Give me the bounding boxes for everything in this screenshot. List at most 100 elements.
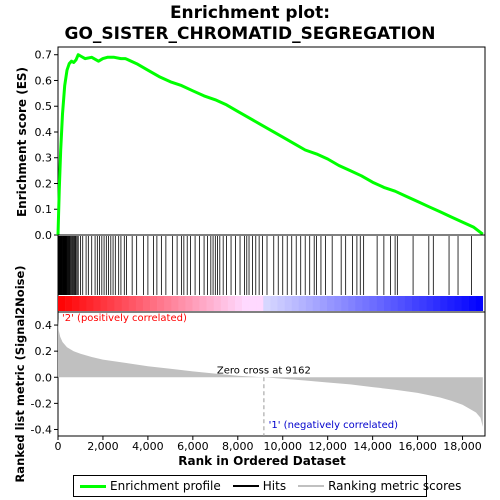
rank-color-segment <box>468 296 476 311</box>
x-tick-label: 6,000 <box>177 440 209 453</box>
legend-hits-swatch <box>232 485 259 487</box>
rank-color-segment <box>213 296 222 311</box>
rank-color-segment <box>93 296 101 311</box>
legend-item-profile: Enrichment profile <box>80 479 221 493</box>
es-panel: 0.0 0.1 0.2 0.3 0.4 0.5 0.6 0.7 Enrichment scor… <box>15 46 486 242</box>
rank-color-segment <box>426 296 434 311</box>
rank-color-segment <box>114 296 123 311</box>
legend-profile-label: Enrichment profile <box>110 479 221 493</box>
rank-color-segment <box>447 296 455 311</box>
legend-item-hits: Hits <box>232 479 287 493</box>
rank-color-segment <box>277 296 285 311</box>
rank-color-segment <box>475 296 484 311</box>
rank-color-segment <box>178 296 186 311</box>
negative-correlation-label: '1' (negatively correlated) <box>269 420 398 431</box>
rank-color-segment <box>440 296 448 311</box>
x-tick-label: 8,000 <box>222 440 254 453</box>
rank-color-segment <box>227 296 236 311</box>
rank-color-segment <box>86 296 94 311</box>
rank-color-segment <box>433 296 441 311</box>
x-tick-label: 2,000 <box>87 440 119 453</box>
x-tick-label: 4,000 <box>132 440 164 453</box>
es-ytick-label: 0.4 <box>35 126 53 139</box>
rank-color-segment <box>100 296 108 311</box>
rank-color-segment <box>327 296 335 311</box>
rank-color-segment <box>128 296 137 311</box>
rank-color-segment <box>376 296 384 311</box>
rank-color-segment <box>461 296 469 311</box>
enrichment-profile-line <box>56 53 484 236</box>
rank-color-segment <box>242 296 250 311</box>
x-tick-label: 12,000 <box>308 440 347 453</box>
x-tick-label: 14,000 <box>353 440 392 453</box>
rank-color-segment <box>369 296 377 311</box>
rank-color-segment <box>65 296 73 311</box>
rank-color-segment <box>291 296 299 311</box>
rank-color-segment <box>404 296 413 311</box>
rank-color-segment <box>164 296 172 311</box>
rank-color-segment <box>319 296 328 311</box>
rank-color-segment <box>150 296 158 311</box>
es-panel-frame <box>57 46 486 236</box>
rank-color-segment <box>348 296 356 311</box>
es-ylabel: Enrichment score (ES) <box>15 67 29 217</box>
metric-ylabel: Ranked list metric (Signal2Noise) <box>13 265 27 482</box>
rank-color-segment <box>249 296 257 311</box>
rank-color-segment <box>305 296 314 311</box>
es-ytick-label: 0.6 <box>35 74 53 87</box>
rank-color-segment <box>199 296 207 311</box>
es-ytick-label: 0.3 <box>35 152 53 165</box>
rank-color-segment <box>135 296 144 311</box>
metric-ytick-label: -0.2 <box>31 397 52 410</box>
rank-color-segment <box>454 296 462 311</box>
rank-color-segment <box>334 296 342 311</box>
rank-color-segment <box>270 296 278 311</box>
legend-ranking-label: Ranking metric scores <box>328 479 462 493</box>
rank-color-segment <box>383 296 392 311</box>
x-tick-label: 0 <box>55 440 62 453</box>
legend-hits-label: Hits <box>262 479 287 493</box>
rank-color-segment <box>298 296 307 311</box>
zero-cross-label: Zero cross at 9162 <box>217 365 311 376</box>
rank-color-segment <box>220 296 229 311</box>
rank-color-segment <box>355 296 363 311</box>
rank-color-segment <box>263 296 271 311</box>
es-line-group <box>56 53 484 236</box>
es-yticks: 0.0 0.1 0.2 0.3 0.4 0.5 0.6 0.7 <box>35 49 58 242</box>
x-tick-label: 16,000 <box>398 440 437 453</box>
rank-color-bar <box>58 296 484 311</box>
rank-color-segment <box>121 296 130 311</box>
rank-color-segment <box>58 296 66 311</box>
es-ytick-label: 0.1 <box>35 203 53 216</box>
rank-color-segment <box>72 296 80 311</box>
metric-ytick-label: 0.2 <box>35 345 53 358</box>
x-tick-label: 18,000 <box>443 440 482 453</box>
es-ytick-label: 0.0 <box>35 229 53 242</box>
rank-color-segment <box>411 296 420 311</box>
rank-color-segment <box>171 296 179 311</box>
x-tick-label: 10,000 <box>263 440 302 453</box>
rank-color-segment <box>341 296 349 311</box>
rank-color-segment <box>256 296 264 311</box>
metric-yticks: -0.4 -0.2 0.0 0.2 0.4 <box>31 319 58 436</box>
rank-color-segment <box>284 296 292 311</box>
hits-lines <box>57 236 472 295</box>
metric-area <box>58 318 483 427</box>
rank-color-segment <box>419 296 427 311</box>
metric-ytick-label: 0.0 <box>35 371 53 384</box>
chart-title-line1: Enrichment plot: <box>170 3 330 23</box>
rank-color-segment <box>397 296 406 311</box>
hits-panel <box>57 234 486 313</box>
positive-correlation-label: '2' (positively correlated) <box>62 313 187 324</box>
rank-color-segment <box>142 296 151 311</box>
rank-color-segment <box>234 296 243 311</box>
legend-item-ranking: Ranking metric scores <box>298 479 461 493</box>
rank-color-segment <box>185 296 193 311</box>
x-axis-ticks: 0 2,000 4,000 6,000 8,000 10,000 12,000 14,000 1… <box>55 436 482 453</box>
legend-ranking-swatch <box>298 485 325 487</box>
es-ytick-label: 0.2 <box>35 177 53 190</box>
legend: Enrichment profile Hits Ranking metric s… <box>73 475 461 497</box>
rank-color-segment <box>206 296 215 311</box>
rank-color-segment <box>107 296 115 311</box>
